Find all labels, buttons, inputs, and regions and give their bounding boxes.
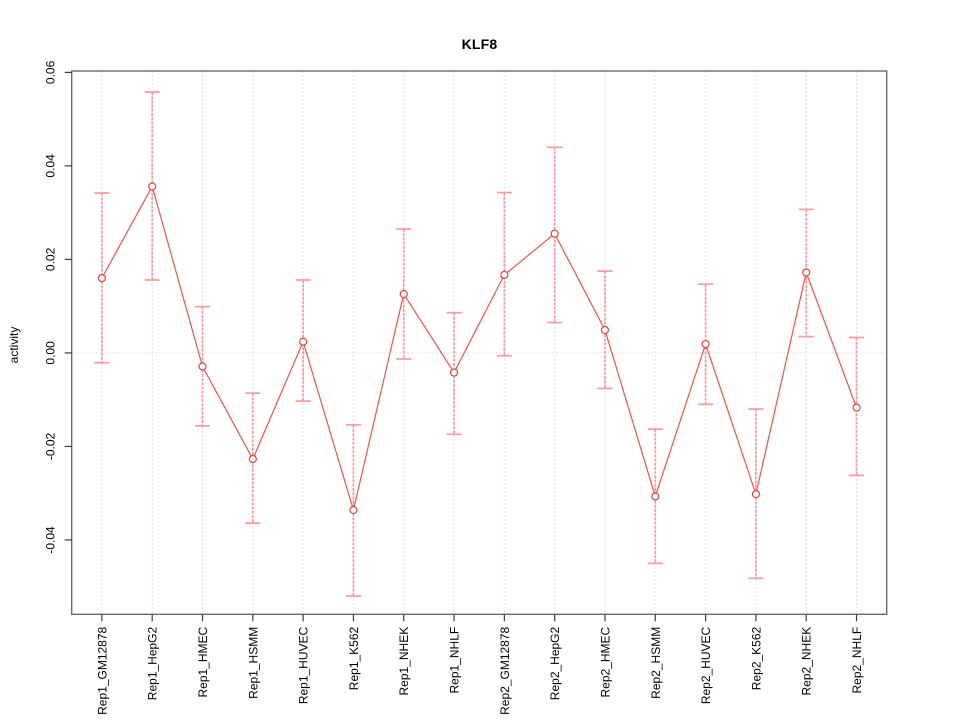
x-tick-label: Rep1_NHLF xyxy=(448,627,462,694)
data-point xyxy=(701,339,710,349)
x-tick-label: Rep1_HMEC xyxy=(196,626,210,697)
x-tick-label: Rep1_NHEK xyxy=(397,627,411,696)
x-tick-label: Rep2_NHEK xyxy=(800,627,814,696)
y-tick-label: -0.04 xyxy=(44,526,58,554)
x-tick-label: Rep2_HSMM xyxy=(649,627,663,699)
x-tick-label: Rep1_HSMM xyxy=(246,627,260,699)
y-tick-label: 0.06 xyxy=(44,60,58,84)
y-tick-label: 0.02 xyxy=(44,247,58,271)
data-point xyxy=(852,403,861,412)
x-tick-label: Rep1_K562 xyxy=(347,626,361,690)
data-point xyxy=(751,490,760,499)
series-line xyxy=(101,184,858,513)
data-point xyxy=(299,337,308,346)
data-point xyxy=(600,325,610,335)
data-point xyxy=(802,268,811,277)
x-tick-label: Rep1_GM12878 xyxy=(95,626,109,714)
data-point xyxy=(349,505,358,515)
x-tick-label: Rep1_HepG2 xyxy=(146,626,160,700)
x-tick-label: Rep2_HUVEC xyxy=(699,626,713,704)
plot-frame xyxy=(71,70,888,615)
data-point xyxy=(449,368,459,377)
chart-title: KLF8 xyxy=(461,36,498,52)
data-point xyxy=(500,270,509,279)
y-tick-label: -0.02 xyxy=(44,432,58,460)
x-tick-label: Rep2_HepG2 xyxy=(548,626,562,700)
data-point xyxy=(198,362,207,371)
x-tick-label: Rep2_K562 xyxy=(749,626,763,690)
y-tick-label: 0.00 xyxy=(44,341,58,365)
x-tick-label: Rep2_HMEC xyxy=(598,626,612,697)
data-point xyxy=(399,289,408,299)
data-point xyxy=(248,454,257,464)
x-tick-label: Rep2_NHLF xyxy=(850,627,864,694)
data-point xyxy=(550,229,559,238)
data-point xyxy=(148,182,157,191)
x-tick-label: Rep2_GM12878 xyxy=(498,626,512,714)
x-tick-label: Rep1_HUVEC xyxy=(297,626,311,704)
data-point xyxy=(651,492,660,501)
y-tick-label: 0.04 xyxy=(44,154,58,178)
data-point xyxy=(97,274,106,283)
